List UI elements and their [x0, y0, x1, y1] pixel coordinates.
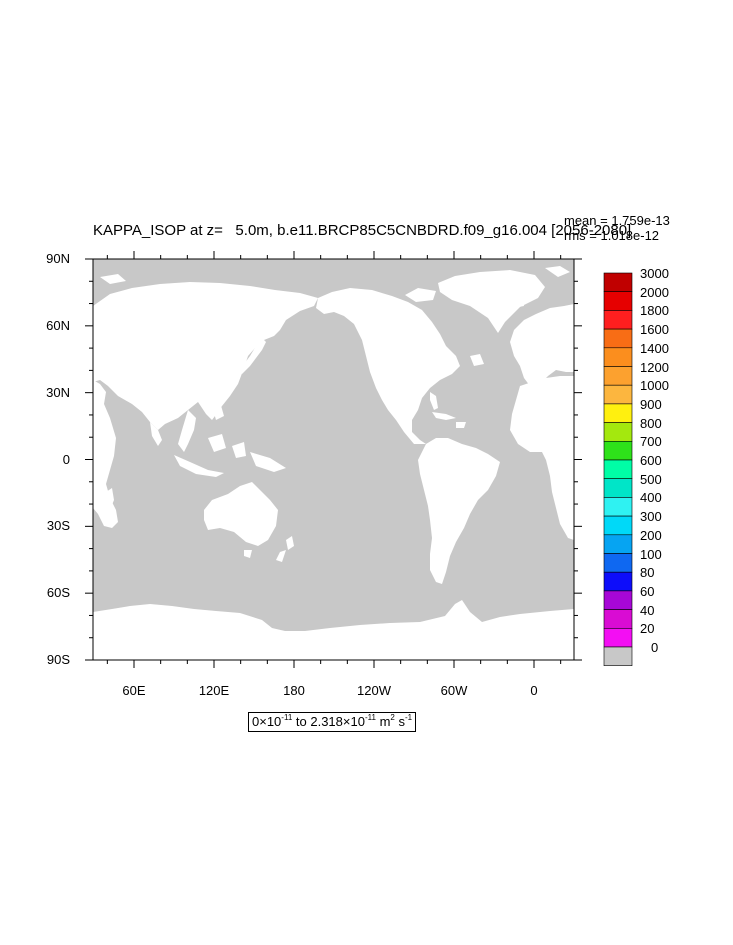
lat-label-90s: 90S [46, 652, 70, 667]
mean-stat: mean = 1.759e-13 [564, 213, 670, 228]
range-min-exponent: -11 [281, 713, 293, 722]
colorbar-swatch [603, 272, 633, 293]
colorbar-label: 1000 [640, 378, 669, 394]
lon-label-120w: 120W [357, 683, 391, 698]
lat-label-30s: 30S [46, 518, 70, 533]
greenland-landmass [438, 270, 545, 333]
colorbar-label: 1200 [640, 359, 669, 375]
colorbar-label: 1600 [640, 322, 669, 338]
antarctica-landmass [93, 600, 574, 660]
new-zealand-islands [276, 536, 294, 562]
range-to-word: to [295, 714, 307, 729]
iceland-island [510, 298, 524, 308]
australia-landmass [204, 482, 278, 546]
colorbar-label: 800 [640, 415, 662, 431]
colorbar-swatch [603, 497, 633, 517]
colorbar-swatch [603, 422, 633, 442]
colorbar-label: 60 [640, 583, 655, 599]
europe-landmass [510, 304, 574, 386]
colorbar-label: 200 [640, 527, 662, 543]
axis-ticks [85, 251, 582, 668]
colorbar-swatch [603, 366, 633, 386]
colorbar-swatch [603, 478, 633, 498]
india-peninsula [150, 422, 162, 446]
africa-edge [93, 380, 118, 528]
colorbar-swatch [603, 291, 633, 311]
colorbar-label: 40 [640, 602, 655, 618]
colorbar-label: 400 [640, 490, 662, 506]
africa-landmass [510, 376, 574, 540]
north-america-landmass [316, 288, 460, 444]
colorbar-label: 1400 [640, 340, 669, 356]
colorbar-swatch [603, 384, 633, 405]
colorbar-label: 3000 [640, 266, 669, 281]
range-unit-m: m [379, 714, 391, 729]
lon-label-60w: 60W [440, 683, 468, 698]
colorbar-label: 2000 [640, 284, 669, 300]
colorbar-swatch [603, 515, 633, 536]
colorbar-label: 700 [640, 434, 662, 450]
range-max-mantissa: 2.318 [310, 714, 343, 729]
range-min-mantissa: 0 [252, 714, 260, 729]
colorbar-swatch [603, 310, 633, 330]
eurasia-landmass [93, 282, 318, 430]
plot-title: KAPPA_ISOP at z= 5.0m, b.e11.BRCP85C5CNB… [93, 222, 632, 239]
lat-label-60s: 60S [46, 585, 70, 600]
colorbar-swatch [603, 534, 633, 554]
range-unit-s-exponent: -1 [404, 713, 413, 722]
range-unit-s: s [398, 714, 405, 729]
range-max-exponent: -11 [364, 713, 376, 722]
lat-label-0: 0 [62, 452, 70, 467]
map-panel [85, 251, 582, 668]
madagascar-island [106, 488, 114, 510]
rms-stat: rms = 1.018e-12 [564, 228, 660, 243]
lat-label-60n: 60N [46, 318, 70, 333]
lat-label-90n: 90N [46, 251, 70, 266]
japan-islands [238, 338, 266, 374]
colorbar-swatch [603, 571, 633, 592]
colorbar-label: 0 [651, 640, 659, 655]
colorbar-label: 500 [640, 471, 662, 487]
colorbar-swatch [603, 646, 633, 667]
land-masses [93, 266, 574, 660]
colorbar-swatch [603, 403, 633, 423]
colorbar-label: 100 [640, 546, 662, 562]
lat-label-30n: 30N [46, 385, 70, 400]
colorbar-swatch [603, 328, 633, 349]
colorbar-swatch [603, 459, 633, 480]
lon-label-120e: 120E [198, 683, 230, 698]
colorbar-label: 80 [640, 565, 655, 581]
range-unit-m-exponent: 2 [390, 713, 395, 722]
tasmania-island [244, 550, 252, 558]
colorbar-label: 900 [640, 396, 662, 412]
lon-label-180: 180 [283, 683, 305, 698]
value-range-label: 0×10-11 to 2.318×10-11 m2 s-1 [248, 712, 417, 732]
colorbar-swatch [603, 440, 633, 461]
colorbar-label: 600 [640, 453, 662, 468]
caribbean-islands [432, 412, 466, 428]
colorbar-label: 300 [640, 509, 662, 525]
colorbar-label: 1800 [640, 303, 669, 319]
colorbar-swatch [603, 347, 633, 367]
colorbar-swatch [603, 590, 633, 610]
colorbar-swatch [603, 609, 633, 629]
lon-label-60e: 60E [122, 683, 146, 698]
british-isles [524, 322, 540, 340]
indonesia-islands [174, 402, 286, 477]
florida-peninsula [430, 392, 438, 410]
colorbar [603, 272, 633, 667]
newfoundland-island [470, 354, 484, 366]
colorbar-label: 20 [640, 621, 655, 637]
colorbar-swatch [603, 627, 633, 648]
colorbar-swatch [603, 553, 633, 573]
lon-label-0: 0 [530, 683, 538, 698]
south-america-landmass [418, 438, 500, 584]
